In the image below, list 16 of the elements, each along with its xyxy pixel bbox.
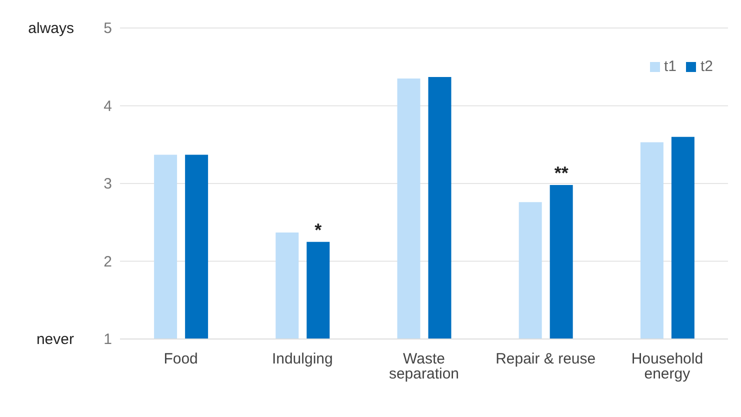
legend-label: t1 <box>664 58 676 75</box>
x-tick-label: Food <box>164 350 198 368</box>
y-tick-label: 4 <box>104 98 112 115</box>
data-label: ** <box>554 163 568 184</box>
x-tick-label: Repair & reuse <box>496 350 596 368</box>
text: always <box>28 20 74 37</box>
y-tick-label: 3 <box>104 176 112 192</box>
y-tick-label: 2 <box>104 253 112 270</box>
x-tick-label: Indulging <box>272 350 333 368</box>
data-label: * <box>314 220 322 240</box>
x-tick-label: Household energy <box>631 350 704 383</box>
y-tick-label: 5 <box>104 20 112 37</box>
legend-label: t2 <box>700 58 713 75</box>
x-tick-label: Waste separation <box>388 350 460 383</box>
text: never <box>36 331 74 348</box>
y-tick-label: 1 <box>104 331 112 348</box>
